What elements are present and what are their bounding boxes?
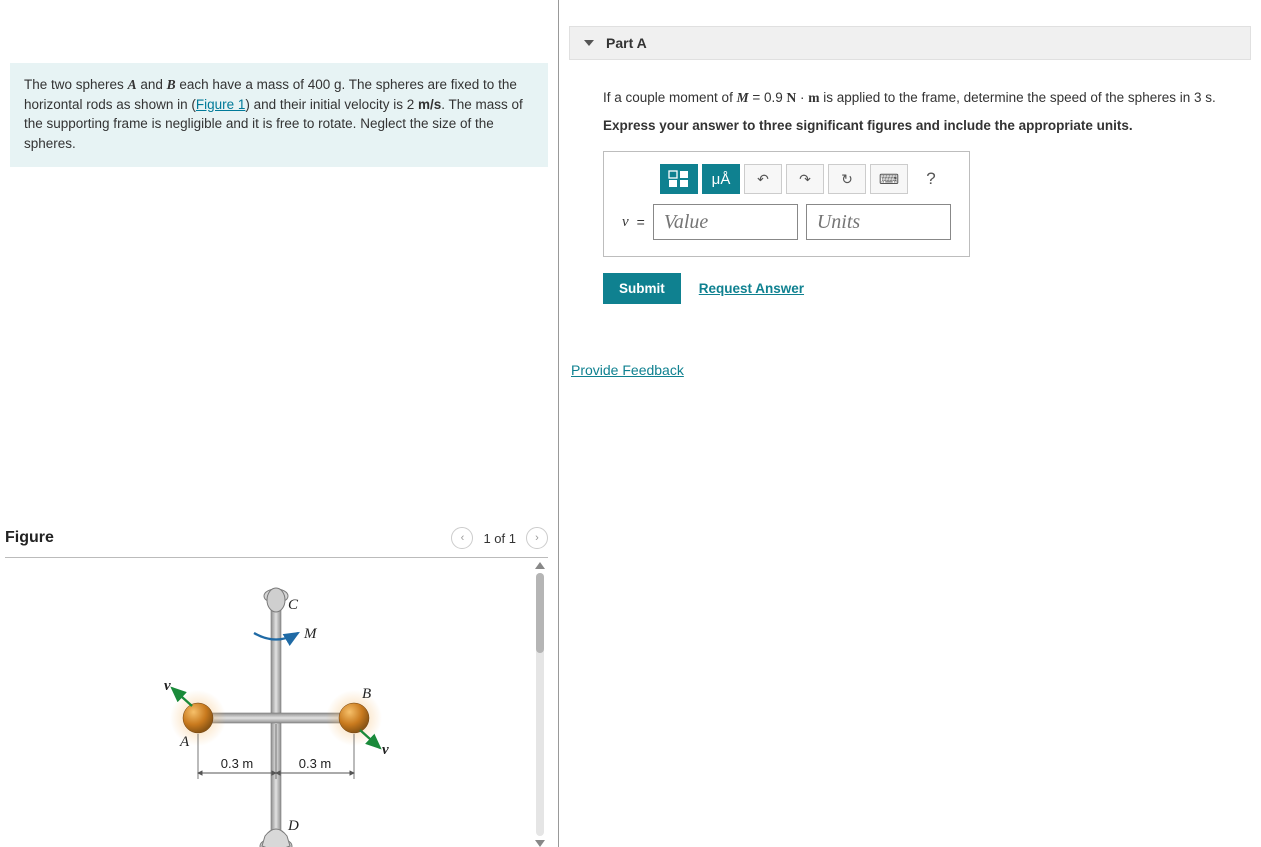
question-text: If a couple moment of M = 0.9 N · m is a… — [603, 88, 1229, 108]
part-a-title: Part A — [606, 35, 647, 51]
svg-text:B: B — [362, 686, 371, 702]
answer-toolbar: μÅ ↶ ↷ ↻ ⌨ ? — [660, 164, 951, 194]
units-button[interactable]: μÅ — [702, 164, 740, 194]
scroll-up-icon[interactable] — [535, 562, 545, 569]
submit-row: Submit Request Answer — [603, 273, 1229, 304]
text: If a couple moment of — [603, 90, 737, 105]
var-M: M — [737, 90, 749, 105]
svg-text:v: v — [164, 678, 171, 694]
text: is applied to the frame, determine the s… — [820, 90, 1216, 105]
question-instruction: Express your answer to three significant… — [603, 118, 1229, 133]
part-a-header[interactable]: Part A — [569, 26, 1251, 60]
keyboard-button[interactable]: ⌨ — [870, 164, 908, 194]
text: ) and their initial velocity is 2 — [245, 97, 418, 112]
right-panel: Part A If a couple moment of M = 0.9 N ·… — [559, 0, 1261, 847]
text: = 0.9 — [749, 90, 787, 105]
collapse-icon — [584, 40, 594, 46]
figure-scrollbar[interactable] — [532, 562, 548, 847]
left-panel: The two spheres A and B each have a mass… — [0, 0, 558, 847]
figure-image: A B C D Mv v 0.3 m 0.3 m — [0, 562, 532, 847]
svg-text:C: C — [288, 597, 299, 613]
figure-counter: 1 of 1 — [483, 531, 516, 546]
figure-area: A B C D Mv v 0.3 m 0.3 m — [0, 562, 548, 847]
svg-text:v: v — [382, 742, 389, 758]
templates-button[interactable] — [660, 164, 698, 194]
scroll-down-icon[interactable] — [535, 840, 545, 847]
figure-link[interactable]: Figure 1 — [196, 97, 246, 112]
submit-button[interactable]: Submit — [603, 273, 681, 304]
provide-feedback-link[interactable]: Provide Feedback — [571, 362, 684, 378]
units-input[interactable] — [806, 204, 951, 240]
answer-var: v — [622, 214, 629, 231]
unit-N: N — [787, 90, 797, 105]
undo-button[interactable]: ↶ — [744, 164, 782, 194]
figure-title: Figure — [5, 529, 54, 547]
unit-m: m — [808, 90, 819, 105]
svg-text:0.3 m: 0.3 m — [299, 756, 332, 771]
request-answer-link[interactable]: Request Answer — [699, 281, 804, 296]
value-input[interactable] — [653, 204, 798, 240]
unit-ms: m/s — [418, 97, 441, 112]
equals-sign: = — [637, 214, 645, 230]
answer-box: μÅ ↶ ↷ ↻ ⌨ ? v = — [603, 151, 970, 257]
figure-nav: ‹ 1 of 1 › — [451, 527, 548, 549]
text: · — [796, 90, 808, 105]
text: and — [137, 77, 167, 92]
help-button[interactable]: ? — [912, 164, 950, 194]
svg-text:M: M — [303, 626, 318, 642]
reset-button[interactable]: ↻ — [828, 164, 866, 194]
svg-text:0.3 m: 0.3 m — [221, 756, 254, 771]
var-B: B — [167, 77, 176, 92]
text: The two spheres — [24, 77, 128, 92]
svg-text:D: D — [287, 818, 299, 834]
figure-prev-button[interactable]: ‹ — [451, 527, 473, 549]
templates-icon — [668, 170, 690, 188]
answer-row: v = — [622, 204, 951, 240]
figure-next-button[interactable]: › — [526, 527, 548, 549]
var-A: A — [128, 77, 137, 92]
scroll-thumb[interactable] — [536, 573, 544, 653]
svg-text:A: A — [179, 734, 190, 750]
redo-button[interactable]: ↷ — [786, 164, 824, 194]
scroll-track[interactable] — [536, 573, 544, 836]
problem-statement: The two spheres A and B each have a mass… — [10, 63, 548, 167]
figure-header: Figure ‹ 1 of 1 › — [5, 527, 548, 558]
part-a-body: If a couple moment of M = 0.9 N · m is a… — [569, 60, 1251, 314]
